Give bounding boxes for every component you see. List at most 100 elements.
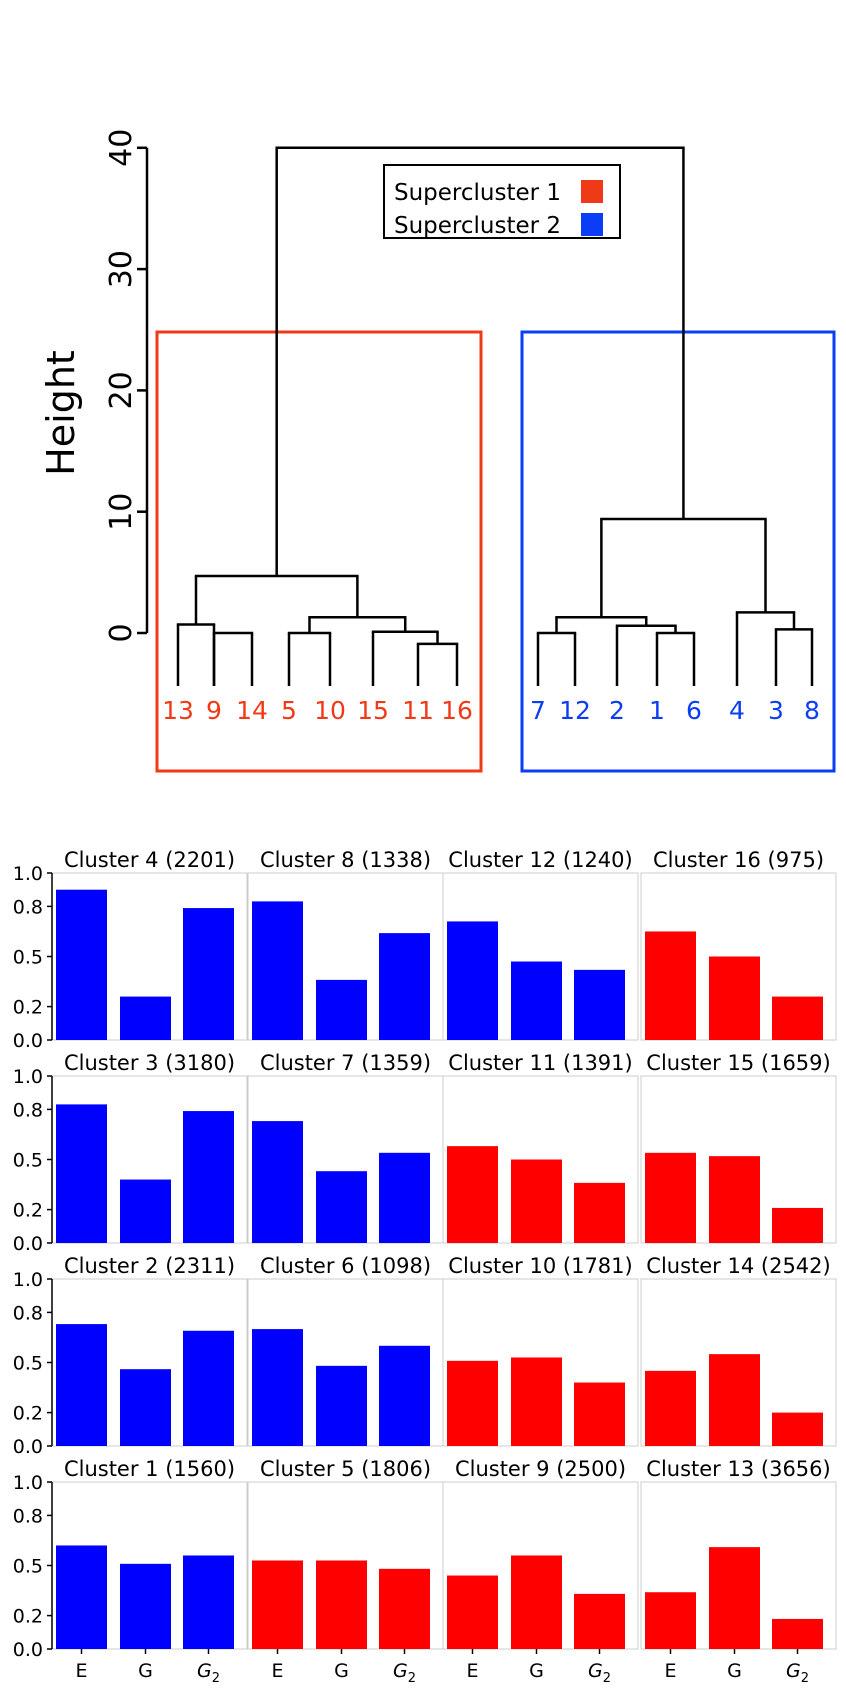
leaf-label-5: 5 [281,696,297,725]
bar-E [252,1121,303,1243]
panel-title: Cluster 16 (975) [653,848,824,872]
x-tick-label-G2: G2 [588,1660,611,1686]
y-tick-label: 0.8 [13,1505,43,1527]
bar-G2 [772,1618,823,1649]
y-tick-label: 0.0 [13,1030,43,1052]
leaf-label-9: 9 [206,696,222,725]
leaf-label-1: 1 [649,696,665,725]
bar-G2 [574,1382,625,1446]
bar-G [511,1159,562,1243]
panel-title: Cluster 15 (1659) [646,1051,830,1075]
cluster-panel: Cluster 4 (2201) 0.0 0.2 0.5 0.8 1.0 [13,848,248,1052]
bar-G [120,996,171,1040]
bar-G2 [183,1111,234,1243]
x-tick-label-E: E [664,1660,676,1682]
cluster-panel: Cluster 16 (975) [640,848,837,1041]
cluster-panel: Cluster 10 (1781) [442,1254,639,1447]
bar-G [120,1179,171,1243]
leaf-label-2: 2 [609,696,625,725]
bar-G2 [379,933,430,1040]
panel-title: Cluster 1 (1560) [64,1457,235,1481]
bar-E [252,901,303,1040]
panel-title: Cluster 12 (1240) [448,848,632,872]
x-tick-label-G: G [334,1660,349,1682]
bar-G2 [772,1207,823,1243]
y-tick-label: 0.5 [13,1353,43,1375]
panel-title: Cluster 13 (3656) [646,1457,830,1481]
bar-G2 [772,1412,823,1446]
bar-G [316,1171,367,1243]
bar-E [252,1560,303,1649]
bar-G2 [379,1152,430,1243]
x-tick-label-G2: G2 [786,1660,809,1686]
supercluster-1-box [155,330,483,773]
y-tick-label: 40 [104,129,139,167]
panel-title: Cluster 8 (1338) [260,848,431,872]
bar-G2 [379,1568,430,1649]
bar-G2 [574,969,625,1040]
legend-swatch-2 [581,213,603,236]
cluster-panel: Cluster 2 (2311) 0.0 0.2 0.5 0.8 1.0 [13,1254,248,1458]
x-tick-label-G: G [529,1660,544,1682]
y-tick-label: 1.0 [13,863,43,885]
bar-E [56,1104,107,1243]
bar-G2 [574,1182,625,1243]
bar-E [447,921,498,1040]
leaf-label-12: 12 [559,696,591,725]
y-tick-label: 0.8 [13,896,43,918]
bar-G [316,1560,367,1649]
bar-G2 [183,908,234,1040]
y-tick-label: 0.2 [13,1200,43,1222]
y-tick-label: 0.8 [13,1099,43,1121]
cluster-panel: Cluster 8 (1338) [247,848,444,1041]
y-tick-label: 0.0 [13,1233,43,1255]
cluster-panel: Cluster 3 (3180) 0.0 0.2 0.5 0.8 1.0 [13,1051,248,1255]
y-tick-label: 0.2 [13,1606,43,1628]
y-tick-label: 1.0 [13,1269,43,1291]
bar-G [316,1365,367,1446]
bar-G [120,1563,171,1649]
leaf-label-13: 13 [162,696,194,725]
leaf-label-8: 8 [804,696,820,725]
leaf-label-16: 16 [441,696,473,725]
bar-E [56,889,107,1040]
bar-E [645,1592,696,1649]
y-tick-label: 0.2 [13,1403,43,1425]
bar-E [56,1324,107,1446]
y-tick-label: 0.5 [13,1556,43,1578]
cluster-panel: Cluster 13 (3656) E G G2 [640,1457,837,1686]
leaf-label-7: 7 [530,696,546,725]
cluster-panel: Cluster 12 (1240) [442,848,639,1041]
bar-G [511,1555,562,1649]
y-tick-label: 0.2 [13,997,43,1019]
cluster-panel: Cluster 9 (2500) E G G2 [442,1457,639,1686]
y-tick-label: 0.5 [13,1150,43,1172]
cluster-panel: Cluster 6 (1098) [247,1254,444,1447]
bar-E [447,1360,498,1446]
y-tick-label: 20 [104,371,139,409]
x-tick-label-G2: G2 [393,1660,416,1686]
bar-G2 [379,1345,430,1446]
leaf-label-3: 3 [768,696,784,725]
y-tick-label: 0.8 [13,1302,43,1324]
y-tick-label: 0 [104,623,139,642]
bar-G [709,1354,760,1446]
bar-G2 [574,1593,625,1649]
bar-E [252,1329,303,1446]
x-tick-label-G: G [138,1660,153,1682]
bar-E [447,1575,498,1649]
panel-title: Cluster 7 (1359) [260,1051,431,1075]
leaf-label-14: 14 [236,696,268,725]
panel-title: Cluster 6 (1098) [260,1254,431,1278]
legend-box [383,164,621,239]
leaf-label-4: 4 [729,696,745,725]
bar-G2 [183,1555,234,1649]
leaf-label-11: 11 [402,696,434,725]
y-axis-title: Height [39,350,83,476]
cluster-panel: Cluster 7 (1359) [247,1051,444,1244]
cluster-panel: Cluster 15 (1659) [640,1051,837,1244]
x-tick-label-G: G [727,1660,742,1682]
x-tick-label-E: E [75,1660,87,1682]
